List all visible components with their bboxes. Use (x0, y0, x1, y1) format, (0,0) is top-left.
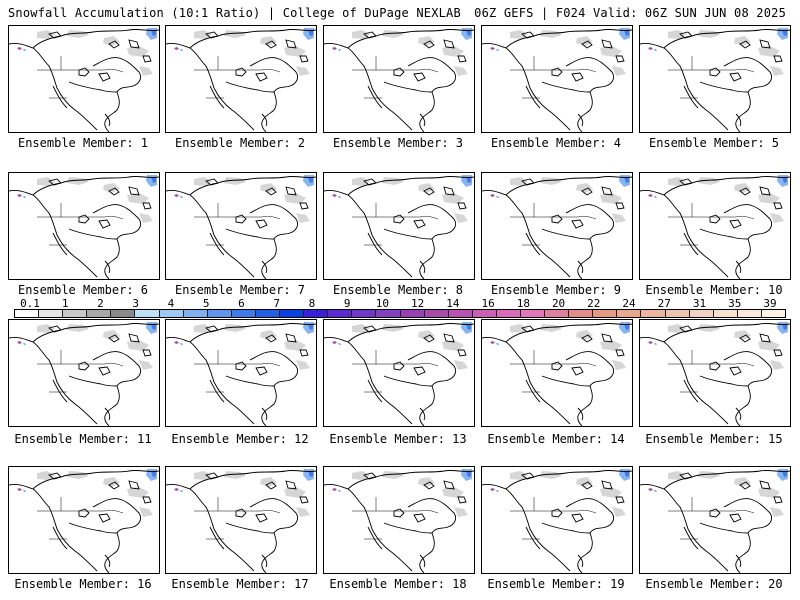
ensemble-map-19 (481, 466, 633, 574)
colorbar-tick-label: 14 (446, 297, 460, 310)
ensemble-member-label: Ensemble Member: 3 (332, 136, 464, 150)
colorbar-segment (737, 310, 762, 317)
ensemble-map-3 (323, 25, 475, 133)
colorbar-tick-label: 20 (551, 297, 566, 310)
colorbar-segment (255, 310, 281, 317)
ensemble-map-2 (165, 25, 317, 133)
colorbar-segment (520, 310, 546, 317)
colorbar-tick-label: 16 (481, 297, 495, 310)
ensemble-member-label: Ensemble Member: 19 (487, 577, 625, 591)
colorbar-segment (376, 310, 401, 317)
colorbar-tick-label: 0.1 (20, 297, 40, 310)
ensemble-map-8 (323, 172, 475, 280)
ensemble-map-5 (639, 25, 791, 133)
ensemble-map-18 (323, 466, 475, 574)
ensemble-map-10 (639, 172, 791, 280)
colorbar-tick-label: 1 (61, 297, 69, 310)
ensemble-member-label: Ensemble Member: 16 (14, 577, 152, 591)
ensemble-map-1 (8, 25, 160, 133)
map-title: Snowfall Accumulation (10:1 Ratio) | Col… (8, 6, 461, 20)
ensemble-member-label: Ensemble Member: 12 (171, 432, 309, 446)
colorbar-segment (761, 310, 785, 317)
colorbar-tick-label: 6 (238, 297, 245, 310)
colorbar-segment (280, 310, 305, 317)
colorbar-segment (665, 310, 690, 317)
colorbar-segment (400, 310, 425, 317)
colorbar-tick-label: 3 (132, 297, 140, 310)
colorbar-tick-label: 24 (622, 297, 636, 310)
colorbar-segment (689, 310, 714, 317)
ensemble-map-13 (323, 319, 475, 427)
ensemble-map-16 (8, 466, 160, 574)
ensemble-map-14 (481, 319, 633, 427)
ensemble-map-17 (165, 466, 317, 574)
colorbar-segment (15, 310, 40, 317)
colorbar-segment (713, 310, 738, 317)
ensemble-member-label: Ensemble Member: 15 (645, 432, 783, 446)
colorbar-segment (352, 310, 377, 317)
colorbar-segment (424, 310, 449, 317)
colorbar-segment (231, 310, 256, 317)
colorbar-segment (39, 310, 64, 317)
colorbar-segment (111, 310, 136, 317)
ensemble-map-15 (639, 319, 791, 427)
colorbar-segment (593, 310, 618, 317)
colorbar-tick-label: 10 (375, 297, 389, 310)
ensemble-member-label: Ensemble Member: 20 (645, 577, 783, 591)
ensemble-map-11 (8, 319, 160, 427)
ensemble-map-4 (481, 25, 633, 133)
model-valid-time: 06Z GEFS | F024 Valid: 06Z SUN JUN 08 20… (474, 6, 786, 20)
ensemble-member-label: Ensemble Member: 17 (171, 577, 309, 591)
colorbar-tick-label: 2 (97, 297, 104, 310)
colorbar-tick-label: 4 (167, 297, 175, 310)
colorbar-segment (63, 310, 88, 317)
colorbar-segment (183, 310, 208, 317)
ensemble-map-6 (8, 172, 160, 280)
ensemble-member-label: Ensemble Member: 14 (487, 432, 625, 446)
colorbar-segment (159, 310, 184, 317)
colorbar-tick-label: 18 (516, 297, 530, 310)
ensemble-member-label: Ensemble Member: 10 (645, 283, 783, 297)
colorbar-tick-label: 9 (343, 297, 351, 310)
colorbar-segment (304, 310, 329, 317)
colorbar-segment (569, 310, 594, 317)
colorbar-tick-label: 35 (728, 297, 742, 310)
colorbar-segment (207, 310, 232, 317)
colorbar-tick-label: 12 (410, 297, 425, 310)
ensemble-map-12 (165, 319, 317, 427)
colorbar-tick-label: 22 (587, 297, 601, 310)
ensemble-member-label: Ensemble Member: 9 (490, 283, 622, 297)
ensemble-member-label: Ensemble Member: 8 (332, 283, 464, 297)
colorbar-tick-label: 8 (308, 297, 316, 310)
colorbar-segment (135, 310, 160, 317)
ensemble-member-label: Ensemble Member: 5 (648, 136, 780, 150)
ensemble-member-label: Ensemble Member: 1 (17, 136, 149, 150)
colorbar-segment (545, 310, 570, 317)
ensemble-member-label: Ensemble Member: 2 (174, 136, 306, 150)
colorbar-tick-label: 39 (763, 297, 777, 310)
colorbar-segment (448, 310, 473, 317)
colorbar-tick-label: 27 (657, 297, 671, 310)
colorbar-segment (641, 310, 666, 317)
ensemble-member-label: Ensemble Member: 7 (174, 283, 306, 297)
colorbar-segment (496, 310, 521, 317)
snowfall-colorbar (14, 309, 786, 318)
ensemble-member-label: Ensemble Member: 4 (490, 136, 622, 150)
colorbar-segment (328, 310, 353, 317)
colorbar-tick-label: 7 (273, 297, 280, 310)
colorbar-segment (472, 310, 497, 317)
ensemble-member-label: Ensemble Member: 18 (329, 577, 467, 591)
ensemble-member-label: Ensemble Member: 11 (14, 432, 152, 446)
colorbar-segment (87, 310, 112, 317)
ensemble-map-20 (639, 466, 791, 574)
ensemble-member-label: Ensemble Member: 13 (329, 432, 467, 446)
ensemble-member-label: Ensemble Member: 6 (17, 283, 149, 297)
colorbar-segment (617, 310, 642, 317)
colorbar-tick-label: 31 (692, 297, 707, 310)
colorbar-tick-label: 5 (202, 297, 210, 310)
ensemble-map-9 (481, 172, 633, 280)
ensemble-map-7 (165, 172, 317, 280)
